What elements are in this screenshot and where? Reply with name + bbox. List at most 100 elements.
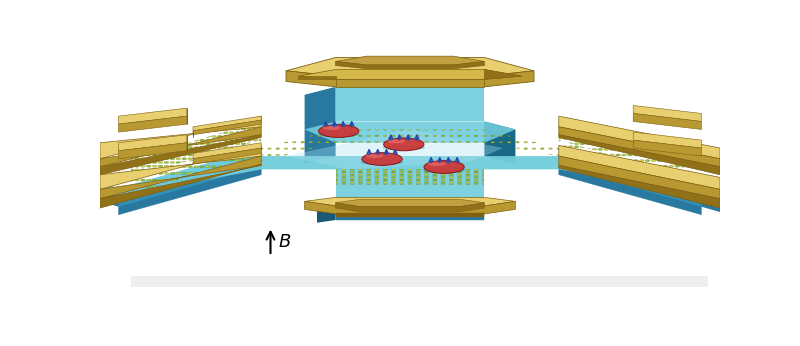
Circle shape bbox=[598, 148, 602, 151]
Circle shape bbox=[524, 135, 527, 137]
Circle shape bbox=[223, 135, 228, 137]
Polygon shape bbox=[558, 145, 720, 189]
Circle shape bbox=[318, 161, 321, 162]
Circle shape bbox=[211, 139, 216, 141]
Circle shape bbox=[598, 192, 602, 194]
Circle shape bbox=[194, 131, 198, 134]
Circle shape bbox=[592, 172, 597, 174]
Circle shape bbox=[604, 126, 609, 128]
Circle shape bbox=[557, 126, 561, 128]
Circle shape bbox=[259, 142, 263, 143]
Circle shape bbox=[200, 158, 204, 160]
Polygon shape bbox=[118, 108, 187, 124]
Circle shape bbox=[206, 124, 210, 126]
Circle shape bbox=[206, 146, 210, 148]
Circle shape bbox=[433, 171, 437, 173]
Circle shape bbox=[206, 139, 210, 141]
Circle shape bbox=[206, 147, 210, 148]
Circle shape bbox=[562, 192, 567, 194]
Circle shape bbox=[610, 192, 614, 194]
Circle shape bbox=[592, 171, 597, 173]
Polygon shape bbox=[702, 196, 720, 212]
Circle shape bbox=[230, 135, 234, 137]
Circle shape bbox=[681, 192, 686, 194]
Circle shape bbox=[449, 174, 454, 176]
Circle shape bbox=[574, 154, 579, 156]
Circle shape bbox=[152, 150, 157, 152]
Circle shape bbox=[634, 152, 638, 154]
Circle shape bbox=[218, 172, 222, 174]
Circle shape bbox=[562, 152, 567, 154]
Circle shape bbox=[141, 162, 145, 164]
Circle shape bbox=[211, 131, 216, 134]
Circle shape bbox=[223, 179, 228, 181]
Circle shape bbox=[391, 176, 396, 178]
Circle shape bbox=[241, 139, 246, 141]
Circle shape bbox=[253, 154, 258, 156]
Circle shape bbox=[334, 179, 338, 181]
Circle shape bbox=[259, 172, 263, 174]
Circle shape bbox=[408, 176, 412, 178]
Circle shape bbox=[152, 162, 157, 164]
Circle shape bbox=[164, 135, 169, 137]
Circle shape bbox=[681, 160, 686, 162]
Circle shape bbox=[141, 169, 145, 171]
Circle shape bbox=[592, 179, 597, 181]
Circle shape bbox=[557, 154, 561, 156]
Circle shape bbox=[367, 148, 370, 149]
Circle shape bbox=[651, 131, 656, 134]
Circle shape bbox=[651, 159, 656, 161]
Circle shape bbox=[259, 124, 263, 126]
Circle shape bbox=[686, 165, 691, 167]
Circle shape bbox=[223, 154, 228, 156]
Circle shape bbox=[211, 124, 216, 126]
Circle shape bbox=[230, 172, 234, 174]
Circle shape bbox=[639, 192, 644, 194]
Circle shape bbox=[241, 179, 246, 181]
Circle shape bbox=[634, 154, 638, 156]
Circle shape bbox=[604, 172, 609, 174]
Circle shape bbox=[669, 186, 674, 188]
Circle shape bbox=[433, 182, 437, 184]
Ellipse shape bbox=[382, 145, 425, 151]
Circle shape bbox=[458, 135, 462, 137]
Circle shape bbox=[211, 179, 216, 181]
Circle shape bbox=[146, 147, 151, 148]
Circle shape bbox=[568, 166, 573, 168]
Circle shape bbox=[425, 142, 428, 143]
Circle shape bbox=[474, 176, 478, 178]
Circle shape bbox=[241, 158, 246, 160]
Circle shape bbox=[557, 129, 561, 130]
Circle shape bbox=[675, 171, 679, 173]
Circle shape bbox=[657, 152, 662, 154]
Circle shape bbox=[253, 131, 258, 134]
Circle shape bbox=[557, 192, 561, 194]
Polygon shape bbox=[298, 70, 522, 79]
Circle shape bbox=[164, 154, 169, 156]
Circle shape bbox=[507, 148, 511, 149]
Circle shape bbox=[134, 186, 139, 188]
Circle shape bbox=[574, 172, 579, 174]
Circle shape bbox=[442, 161, 445, 162]
Circle shape bbox=[639, 172, 644, 174]
Circle shape bbox=[482, 148, 486, 149]
Circle shape bbox=[176, 162, 181, 164]
Circle shape bbox=[158, 166, 163, 168]
Circle shape bbox=[141, 179, 145, 181]
Circle shape bbox=[622, 126, 626, 128]
Circle shape bbox=[598, 126, 602, 128]
Circle shape bbox=[598, 137, 602, 139]
Circle shape bbox=[146, 128, 151, 130]
Circle shape bbox=[634, 192, 638, 194]
Circle shape bbox=[686, 192, 691, 194]
Circle shape bbox=[170, 173, 174, 175]
Circle shape bbox=[129, 147, 134, 148]
Circle shape bbox=[164, 192, 169, 194]
Circle shape bbox=[610, 146, 614, 148]
Circle shape bbox=[206, 139, 210, 141]
Polygon shape bbox=[100, 156, 262, 199]
Circle shape bbox=[170, 150, 174, 152]
Circle shape bbox=[524, 154, 527, 156]
Circle shape bbox=[375, 129, 378, 130]
Circle shape bbox=[342, 148, 346, 149]
